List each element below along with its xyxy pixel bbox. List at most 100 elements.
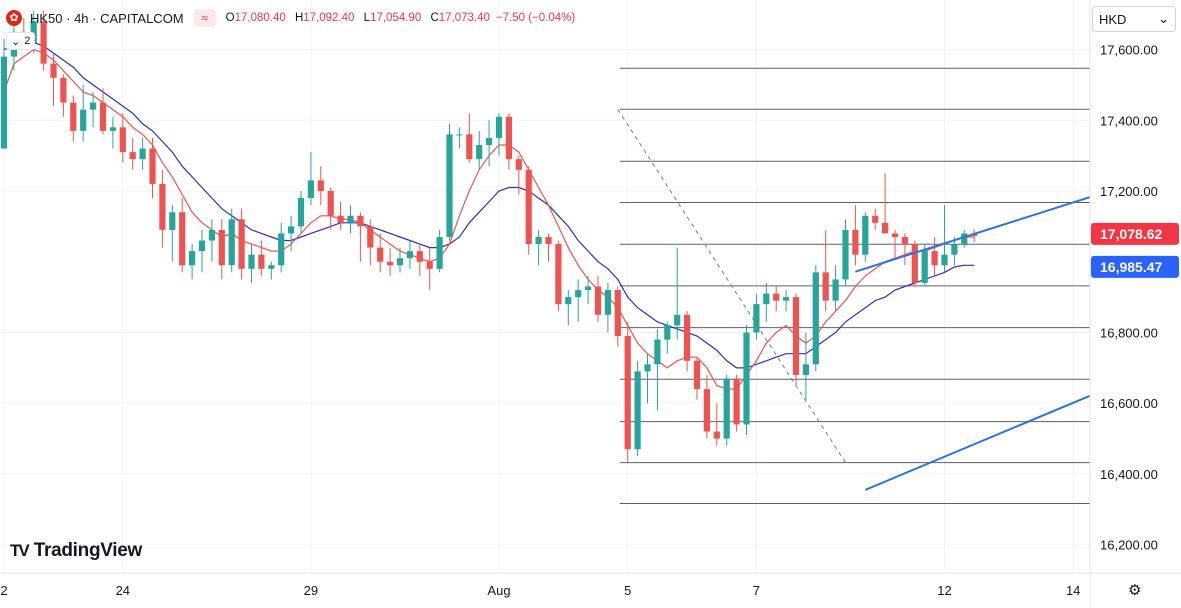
chevron-down-icon: ⌄ [11, 35, 21, 48]
candle-body [802, 364, 809, 375]
candle [406, 240, 413, 269]
candle-body [634, 371, 641, 450]
candle-body [238, 219, 245, 269]
candle-body [357, 215, 364, 227]
candle [941, 205, 948, 273]
candle [525, 166, 532, 255]
candle-body [832, 279, 839, 301]
candle [476, 130, 483, 170]
candle-body [961, 233, 968, 245]
candle [486, 120, 493, 167]
candle-body [713, 431, 720, 439]
candle-body [783, 297, 790, 301]
candle-body [792, 297, 800, 375]
candle-body [664, 325, 671, 340]
close-value: 17,073.40 [438, 12, 490, 24]
candle-body [396, 258, 404, 266]
candle [753, 293, 760, 340]
candle-body [495, 116, 503, 138]
candle [703, 374, 710, 439]
candle [198, 229, 206, 273]
x-tick-label: 14 [1066, 583, 1080, 598]
candle-body [347, 215, 354, 223]
candle [288, 215, 295, 252]
candle [317, 166, 324, 206]
indicators-toggle[interactable]: ⌄ 2 [6, 32, 36, 50]
candle [802, 332, 809, 400]
candle-body [812, 272, 819, 365]
candle [822, 229, 829, 312]
candle-body [367, 226, 374, 248]
y-tick-label: 16,600.00 [1100, 396, 1158, 411]
candle [0, 38, 8, 149]
candle [416, 244, 423, 276]
candle-body [426, 261, 433, 269]
y-tick-label: 16,800.00 [1100, 325, 1158, 340]
candle [901, 233, 908, 266]
candle [575, 279, 582, 322]
candle [872, 208, 879, 230]
candle-body [149, 148, 156, 184]
candle [891, 229, 899, 259]
gear-icon[interactable]: ⚙ [1128, 582, 1142, 599]
symbol-title[interactable]: HK50 · 4h · CAPITALCOM [30, 10, 184, 26]
ohlc-readout: O17,080.40 H17,092.40 L17,054.90 C17,073… [226, 12, 496, 24]
candle-body [585, 286, 592, 291]
candle-body [446, 134, 453, 237]
candle [60, 74, 67, 117]
candle [357, 212, 364, 262]
candle [456, 127, 463, 149]
y-tick-label: 16,200.00 [1100, 538, 1158, 553]
candle-body [535, 236, 542, 245]
candle [189, 244, 196, 280]
candle-body [872, 215, 879, 223]
candle [258, 240, 265, 276]
candle-body [733, 378, 740, 425]
candle [812, 265, 819, 372]
candle-body [40, 21, 47, 64]
candle-body [565, 297, 572, 305]
candle-body [198, 240, 206, 252]
candle [337, 201, 344, 230]
candle-body [753, 304, 760, 333]
candle [664, 321, 671, 354]
candle [90, 91, 97, 128]
candle [367, 219, 374, 266]
candle-body [951, 244, 958, 255]
x-tick-label: Aug [487, 583, 510, 598]
currency-selector[interactable]: HKD ⌄ [1092, 6, 1176, 32]
indicator-count: 2 [24, 35, 31, 47]
candle [614, 286, 621, 347]
price-badge-background [1091, 255, 1179, 278]
candle [278, 222, 285, 273]
price-badge: 17,078.62 [1091, 222, 1179, 245]
x-tick-label: 5 [624, 583, 631, 598]
candle [446, 123, 453, 241]
candle-body [703, 389, 710, 432]
candle [159, 169, 166, 248]
y-tick-label: 17,200.00 [1100, 184, 1158, 199]
candle-body [743, 332, 750, 425]
candle-body [773, 293, 780, 301]
candle-body [288, 226, 295, 234]
candle-body [693, 360, 701, 390]
high-value: 17,092.40 [303, 12, 355, 24]
candle [119, 113, 126, 163]
candle-body [208, 229, 215, 241]
candle [545, 233, 552, 262]
candle [763, 282, 770, 322]
candle [307, 152, 314, 206]
x-tick-label: 2 [0, 583, 7, 598]
candle [80, 84, 87, 142]
tradingview-mark-icon: TV [10, 541, 30, 560]
candle-body [278, 233, 285, 266]
candle [585, 275, 592, 305]
candle [129, 137, 136, 170]
candle-body [218, 229, 225, 266]
candle [505, 113, 512, 170]
price-badge-label: 16,985.47 [1100, 259, 1162, 275]
indicator-icon[interactable]: ≈ [193, 9, 216, 27]
price-badge-label: 17,078.62 [1100, 226, 1162, 242]
x-tick-label: 24 [116, 583, 130, 598]
